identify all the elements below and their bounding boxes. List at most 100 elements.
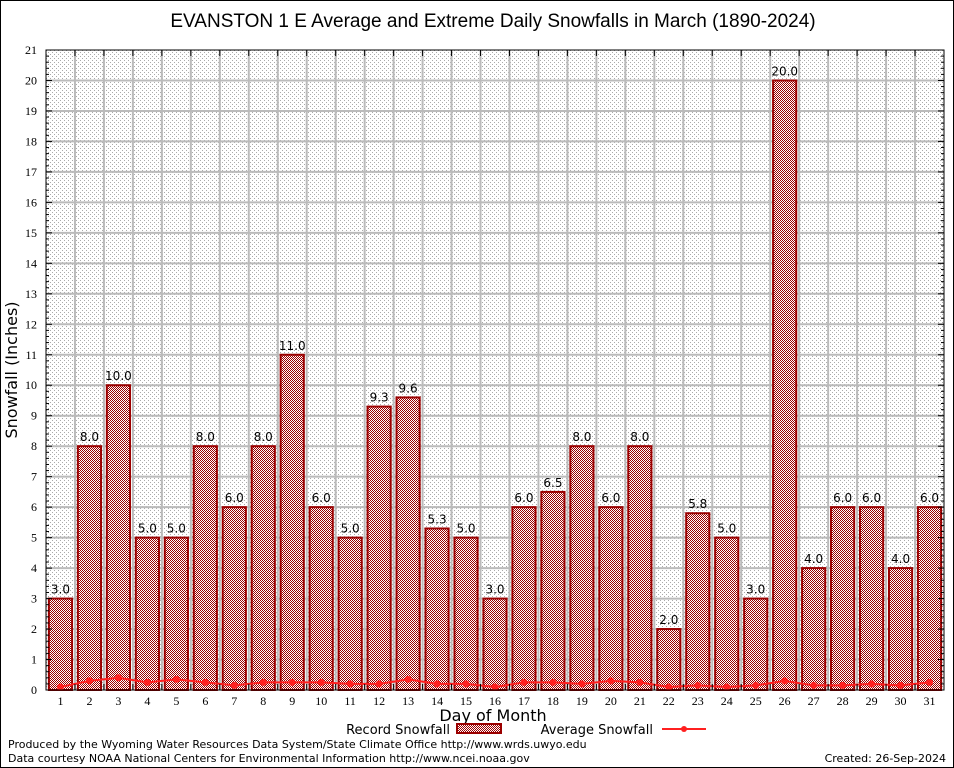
x-tick-label: 13: [402, 694, 414, 708]
legend-record-swatch: [456, 723, 502, 734]
x-tick-label: 4: [144, 694, 150, 708]
record-bar: [627, 445, 653, 692]
bar-value-label: 5.3: [428, 512, 447, 526]
bar-value-label: 5.8: [688, 497, 707, 511]
bar-value-label: 8.0: [80, 430, 99, 444]
bar-value-label: 4.0: [891, 552, 910, 566]
y-tick-label: 5: [31, 531, 37, 545]
y-tick-label: 21: [25, 43, 37, 57]
footer-data-courtesy: Data courtesy NOAA National Centers for …: [8, 752, 530, 765]
average-point: [549, 678, 557, 686]
bar-value-label: 6.0: [833, 491, 852, 505]
bar-value-label: 5.0: [167, 522, 186, 536]
x-tick-label: 5: [173, 694, 179, 708]
average-point: [230, 681, 238, 689]
x-tick-label: 16: [489, 694, 501, 708]
record-bar: [395, 396, 421, 691]
y-tick-label: 6: [31, 500, 37, 514]
x-tick-label: 24: [721, 694, 733, 708]
bar-value-label: 3.0: [51, 583, 70, 597]
y-tick-label: 0: [31, 683, 37, 697]
record-bar: [163, 536, 189, 691]
x-tick-label: 22: [663, 694, 675, 708]
y-tick-label: 10: [25, 378, 37, 392]
average-point: [810, 681, 818, 689]
x-tick-label: 29: [866, 694, 878, 708]
average-point: [723, 683, 731, 691]
x-tick-label: 15: [460, 694, 472, 708]
y-tick-label: 16: [25, 195, 37, 209]
bar-value-label: 11.0: [279, 339, 306, 353]
y-tick-label: 4: [31, 561, 37, 575]
bar-value-label: 5.0: [341, 522, 360, 536]
x-tick-label: 12: [373, 694, 385, 708]
record-bar: [714, 536, 740, 691]
footer-created-date: Created: 26-Sep-2024: [825, 752, 946, 765]
record-bar: [685, 512, 711, 691]
x-tick-label: 25: [750, 694, 762, 708]
average-line-group: [56, 674, 934, 691]
x-tick-label: 26: [779, 694, 791, 708]
record-bar: [453, 536, 479, 691]
bars-group: [47, 79, 943, 692]
y-tick-label: 11: [25, 348, 37, 362]
record-bar: [105, 384, 132, 691]
average-point: [375, 680, 383, 688]
average-point: [259, 678, 267, 686]
y-tick-label: 2: [31, 622, 37, 636]
bar-value-label: 5.0: [717, 522, 736, 536]
y-tick-label: 12: [25, 317, 37, 331]
bar-value-label: 9.6: [399, 381, 418, 395]
record-bar: [801, 567, 827, 691]
record-bar: [337, 536, 363, 691]
average-point: [781, 677, 789, 685]
x-tick-label: 7: [231, 694, 237, 708]
bar-value-label: 5.0: [138, 522, 157, 536]
record-bar: [569, 445, 595, 692]
record-bar: [772, 79, 798, 691]
average-point: [56, 683, 64, 691]
footer-produced-by: Produced by the Wyoming Water Resources …: [8, 738, 587, 751]
average-point: [694, 681, 702, 689]
y-tick-label: 3: [31, 592, 37, 606]
record-bar: [308, 506, 334, 691]
record-bar: [366, 405, 392, 691]
record-bar: [511, 506, 537, 691]
y-tick-label: 7: [31, 470, 37, 484]
average-point: [607, 677, 615, 685]
legend: Record Snowfall Average Snowfall: [346, 723, 706, 738]
x-axis-ticks: 1 2 3 4 5 6 7 8 9 10 11 12 13 14 15 16 17 18 19 20 21 22 23 24 2…: [57, 50, 936, 708]
average-point: [752, 681, 760, 689]
bar-labels-group: 3.0 8.0 10.0 5.0 5.0 8.0 6.0 8.0 11.0 6.0 5.0 9.3 9.…: [51, 64, 939, 627]
bar-value-label: 8.0: [630, 430, 649, 444]
x-tick-label: 2: [86, 694, 92, 708]
average-point: [317, 678, 325, 686]
bar-value-label: 6.0: [312, 491, 331, 505]
average-point: [868, 680, 876, 688]
bar-value-label: 6.5: [543, 476, 562, 490]
x-tick-label: 11: [344, 694, 356, 708]
bar-value-label: 8.0: [572, 430, 591, 444]
record-bar: [134, 536, 160, 691]
average-point: [172, 675, 180, 683]
x-tick-label: 1: [57, 694, 63, 708]
average-point: [288, 678, 296, 686]
record-bar: [482, 597, 508, 691]
average-point: [462, 680, 470, 688]
y-tick-label: 8: [31, 439, 37, 453]
x-tick-label: 27: [808, 694, 820, 708]
bar-value-label: 6.0: [225, 491, 244, 505]
plot-border: [45, 49, 945, 691]
x-tick-label: 6: [202, 694, 208, 708]
record-bar: [192, 445, 218, 692]
bar-value-label: 6.0: [862, 491, 881, 505]
x-tick-label: 10: [315, 694, 327, 708]
bar-value-label: 6.0: [920, 491, 939, 505]
average-point: [114, 674, 122, 682]
bar-value-label: 4.0: [804, 552, 823, 566]
average-point: [520, 678, 528, 686]
average-point: [897, 681, 905, 689]
average-point: [636, 678, 644, 686]
record-bar: [656, 628, 682, 691]
